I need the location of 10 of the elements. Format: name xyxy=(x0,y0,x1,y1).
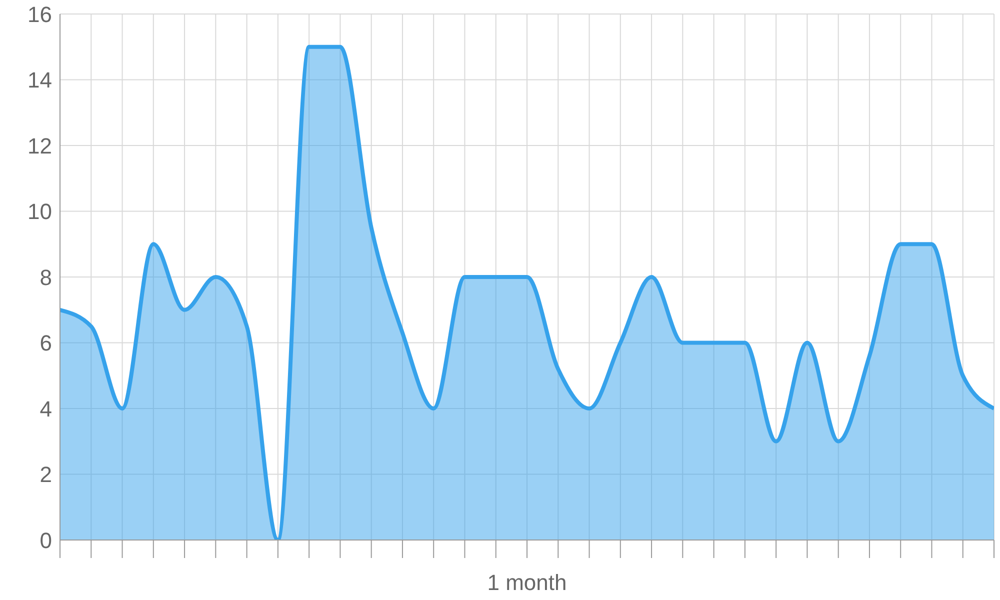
x-axis-title: 1 month xyxy=(487,570,567,595)
y-tick-label: 10 xyxy=(28,199,52,224)
y-tick-label: 12 xyxy=(28,133,52,158)
y-tick-label: 8 xyxy=(40,264,52,290)
y-tick-label: 6 xyxy=(40,330,52,356)
y-tick-label: 2 xyxy=(40,462,52,488)
y-tick-label: 4 xyxy=(40,396,52,422)
y-tick-label: 16 xyxy=(28,2,52,27)
y-tick-label: 0 xyxy=(40,528,52,553)
y-tick-label: 14 xyxy=(28,68,52,93)
